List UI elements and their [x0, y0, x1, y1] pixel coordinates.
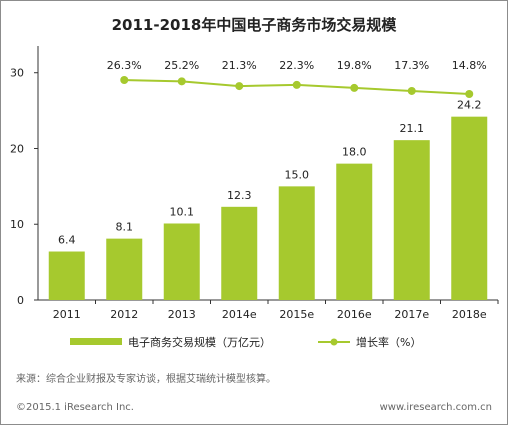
- website: www.iresearch.com.cn: [379, 402, 492, 413]
- source-note: 来源：综合企业财报及专家访谈，根据艾瑞统计模型核算。: [16, 374, 276, 385]
- bar: [48, 251, 85, 300]
- bar-value-label: 24.2: [457, 99, 482, 112]
- x-tick-label: 2012: [110, 308, 138, 321]
- growth-rate-label: 25.2%: [164, 59, 199, 72]
- bar: [221, 206, 258, 300]
- growth-rate-label: 17.3%: [394, 59, 429, 72]
- copyright: ©2015.1 iResearch Inc.: [16, 402, 134, 413]
- bar: [336, 163, 373, 300]
- bar-value-label: 6.4: [58, 234, 76, 247]
- chart-title: 2011-2018年中国电子商务市场交易规模: [111, 16, 397, 34]
- x-tick-label: 2016e: [337, 308, 372, 321]
- legend-line-label: 增长率（%）: [356, 336, 422, 349]
- x-tick-label: 2015e: [279, 308, 314, 321]
- x-tick-label: 2014e: [222, 308, 257, 321]
- y-tick-label: 0: [17, 294, 24, 307]
- bar-value-label: 10.1: [170, 205, 195, 218]
- growth-rate-label: 22.3%: [279, 59, 314, 72]
- growth-rate-point: [465, 90, 474, 98]
- bar-value-label: 21.1: [400, 122, 425, 135]
- bar: [451, 116, 488, 301]
- legend-bar-swatch: [70, 338, 122, 345]
- growth-rate-label: 19.8%: [337, 59, 372, 72]
- bar: [393, 140, 430, 300]
- growth-rate-point: [407, 86, 416, 95]
- growth-rate-label: 26.3%: [107, 59, 142, 72]
- y-tick-label: 30: [10, 67, 24, 80]
- x-tick-label: 2017e: [394, 308, 429, 321]
- y-tick-label: 10: [10, 218, 24, 231]
- bar: [163, 223, 200, 300]
- legend-line-swatch: [318, 338, 350, 346]
- y-tick-label: 20: [10, 142, 24, 155]
- bar-value-label: 18.0: [342, 146, 367, 159]
- growth-rate-point: [235, 82, 244, 91]
- x-tick-label: 2011: [53, 308, 81, 321]
- bar-value-label: 15.0: [285, 168, 310, 181]
- growth-rate-point: [350, 83, 359, 92]
- growth-rate-point: [120, 76, 129, 84]
- x-tick-label: 2018e: [452, 308, 487, 321]
- bar: [278, 186, 315, 300]
- growth-rate-point: [292, 80, 301, 89]
- growth-rate-point: [177, 77, 186, 86]
- x-tick-label: 2013: [168, 308, 196, 321]
- bar: [106, 238, 143, 300]
- bar-value-label: 8.1: [116, 221, 134, 234]
- growth-rate-label: 14.8%: [452, 59, 487, 72]
- growth-rate-label: 21.3%: [222, 59, 257, 72]
- legend-bar-label: 电子商务交易规模（万亿元）: [128, 336, 271, 349]
- bar-value-label: 12.3: [227, 189, 252, 202]
